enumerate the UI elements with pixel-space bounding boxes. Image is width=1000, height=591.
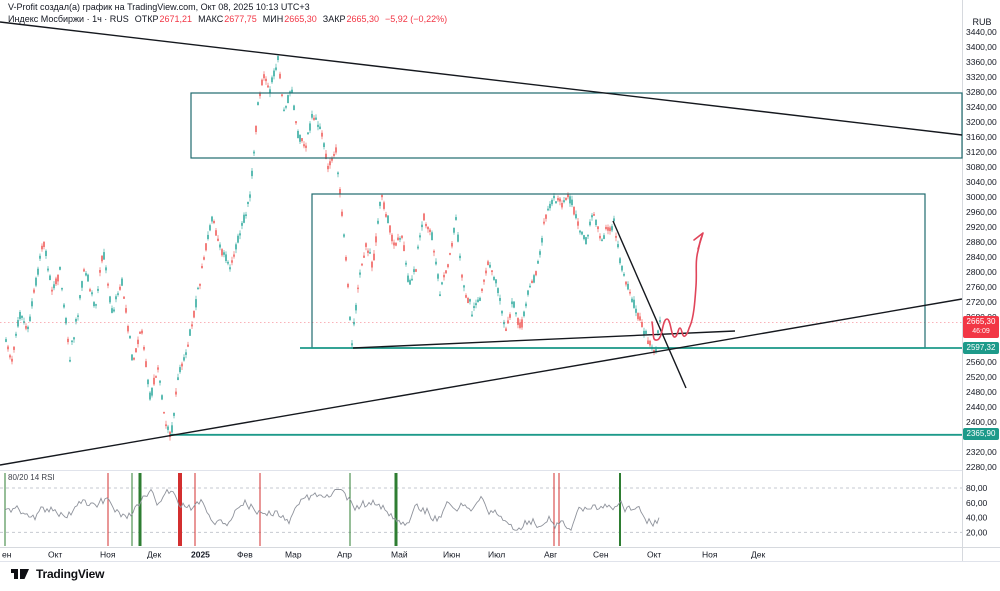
svg-text:Окт: Окт: [48, 550, 62, 560]
svg-text:Ноя: Ноя: [702, 550, 718, 560]
svg-text:2520,00: 2520,00: [966, 372, 997, 382]
candlestick-series: [5, 54, 661, 441]
svg-text:2760,00: 2760,00: [966, 282, 997, 292]
high-label: МАКС: [198, 14, 224, 24]
tradingview-footer[interactable]: TradingView: [10, 566, 104, 582]
rsi-indicator-pane[interactable]: 80,00 60,00 40,00 20,00: [0, 473, 988, 546]
bar-countdown: 46:09: [972, 327, 990, 335]
price-axis-ticks[interactable]: 3440,00 3400,00 3360,00 3320,00 3280,00 3240,…: [966, 27, 997, 472]
svg-text:3000,00: 3000,00: [966, 192, 997, 202]
last-price-value: 2665,30: [966, 316, 996, 326]
open-label: ОТКР: [134, 14, 159, 24]
svg-text:3040,00: 3040,00: [966, 177, 997, 187]
symbol-title: Индекс Мосбиржи · 1ч · RUS: [8, 14, 129, 24]
svg-text:3280,00: 3280,00: [966, 87, 997, 97]
pane-separators: [0, 0, 1000, 562]
legend-low: МИН2665,30: [263, 14, 317, 24]
tradingview-brand[interactable]: TradingView: [36, 567, 105, 581]
svg-text:3160,00: 3160,00: [966, 132, 997, 142]
svg-text:3360,00: 3360,00: [966, 57, 997, 67]
support-level-rays[interactable]: [170, 347, 962, 436]
svg-text:3080,00: 3080,00: [966, 162, 997, 172]
svg-text:Сен: Сен: [593, 550, 609, 560]
svg-text:2960,00: 2960,00: [966, 207, 997, 217]
svg-text:Ноя: Ноя: [100, 550, 116, 560]
svg-text:Окт: Окт: [647, 550, 661, 560]
svg-text:3120,00: 3120,00: [966, 147, 997, 157]
svg-text:2800,00: 2800,00: [966, 267, 997, 277]
svg-text:Май: Май: [391, 550, 408, 560]
svg-text:3440,00: 3440,00: [966, 27, 997, 37]
projection-arrow[interactable]: [651, 232, 704, 341]
svg-text:Июн: Июн: [443, 550, 460, 560]
last-price-badge: 2665,30 46:09: [963, 315, 999, 338]
svg-text:2920,00: 2920,00: [966, 222, 997, 232]
svg-text:Июл: Июл: [488, 550, 505, 560]
svg-text:Авг: Авг: [544, 550, 557, 560]
support-price-badge-2597: 2597,32: [963, 341, 999, 354]
rsi-title: 80/20 14 RSI: [8, 473, 55, 482]
legend-open: ОТКР2671,21: [135, 14, 192, 24]
support-price-badge-2365: 2365,90: [963, 428, 999, 441]
symbol-legend[interactable]: Индекс Мосбиржи · 1ч · RUS ОТКР2671,21 М…: [8, 14, 447, 24]
trendline-drawings[interactable]: [0, 21, 963, 466]
svg-text:Дек: Дек: [751, 550, 765, 560]
svg-text:2840,00: 2840,00: [966, 252, 997, 262]
price-axis-unit: RUB: [972, 17, 992, 27]
svg-text:ен: ен: [2, 550, 12, 560]
svg-text:2440,00: 2440,00: [966, 402, 997, 412]
svg-text:3200,00: 3200,00: [966, 117, 997, 127]
legend-high: МАКС2677,75: [198, 14, 257, 24]
svg-text:2400,00: 2400,00: [966, 417, 997, 427]
svg-text:2480,00: 2480,00: [966, 387, 997, 397]
close-value: 2665,30: [346, 14, 380, 24]
range-boxes[interactable]: [190, 92, 963, 349]
tradingview-logo-icon[interactable]: [10, 566, 30, 582]
svg-text:2880,00: 2880,00: [966, 237, 997, 247]
attribution-text: V-Profit создал(а) график на TradingView…: [8, 2, 310, 12]
svg-text:80,00: 80,00: [966, 483, 988, 493]
svg-text:2320,00: 2320,00: [966, 447, 997, 457]
svg-text:3240,00: 3240,00: [966, 102, 997, 112]
svg-text:Апр: Апр: [337, 550, 352, 560]
svg-text:2025: 2025: [191, 550, 210, 560]
svg-text:3400,00: 3400,00: [966, 42, 997, 52]
svg-text:60,00: 60,00: [966, 498, 988, 508]
svg-text:2280,00: 2280,00: [966, 462, 997, 472]
svg-text:2560,00: 2560,00: [966, 357, 997, 367]
high-value: 2677,75: [224, 14, 257, 24]
svg-text:Фев: Фев: [237, 550, 253, 560]
svg-text:Дек: Дек: [147, 550, 161, 560]
time-axis-labels[interactable]: ен Окт Ноя Дек 2025 Фев Мар Апр Май Июн Июл Авг Сен О…: [2, 550, 765, 560]
svg-text:3320,00: 3320,00: [966, 72, 997, 82]
low-value: 2665,30: [284, 14, 317, 24]
close-label: ЗАКР: [322, 14, 346, 24]
legend-close: ЗАКР2665,30: [323, 14, 379, 24]
low-label: МИН: [262, 14, 284, 24]
change-value: −5,92 (−0,22%): [385, 14, 448, 24]
open-value: 2671,21: [159, 14, 193, 24]
svg-text:40,00: 40,00: [966, 513, 988, 523]
svg-text:2720,00: 2720,00: [966, 297, 997, 307]
svg-text:20,00: 20,00: [966, 527, 988, 537]
svg-text:Мар: Мар: [285, 550, 302, 560]
